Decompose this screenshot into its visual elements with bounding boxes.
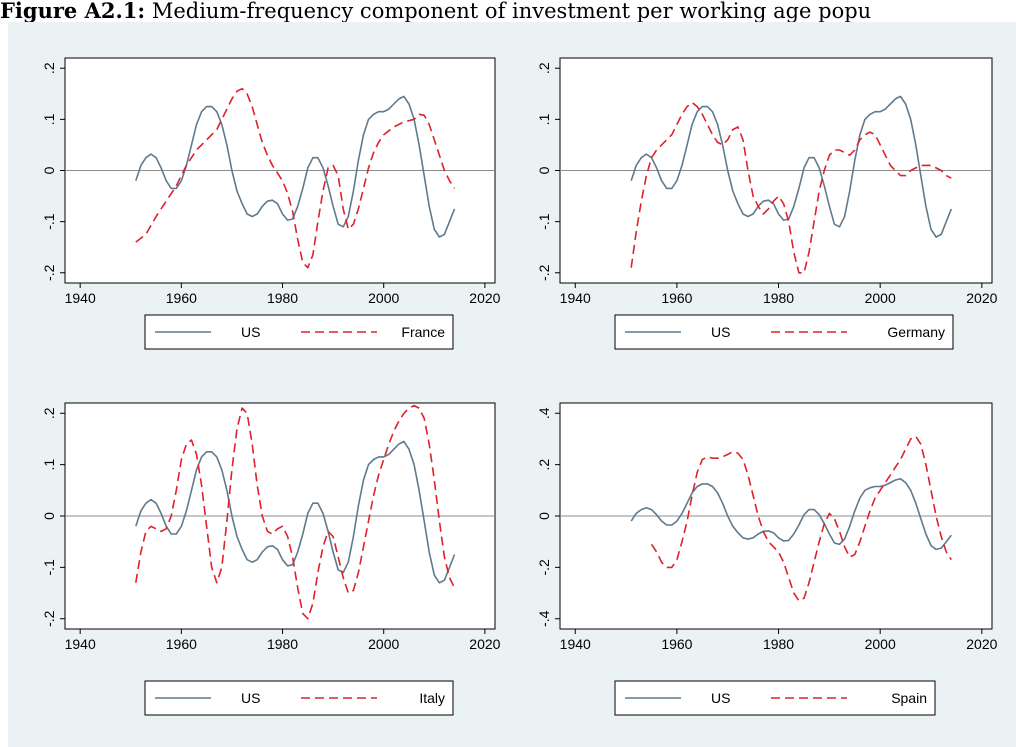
legend: US France xyxy=(144,314,454,350)
legend: US Italy xyxy=(144,680,454,716)
x-tick-label: 1940 xyxy=(65,290,96,306)
chart-2: -.2 -.1 0 .1 .2 1940 1960 1980 2000 2020 US Germany xyxy=(536,57,998,350)
y-tick-label: .4 xyxy=(536,407,552,419)
y-tick-label: -.1 xyxy=(536,213,552,230)
y-tick-label: -.2 xyxy=(536,264,552,281)
series-line-us xyxy=(630,95,953,238)
x-tick-label: 2020 xyxy=(469,290,500,306)
y-tick-label: .2 xyxy=(41,62,57,74)
y-tick-label: -.1 xyxy=(41,213,57,230)
legend-label-us: US xyxy=(241,690,260,706)
y-tick-label: .2 xyxy=(41,407,57,419)
x-tick-label: 1960 xyxy=(661,290,692,306)
y-tick-label: -.2 xyxy=(41,610,57,627)
x-tick-label: 1940 xyxy=(560,290,591,306)
figure-panel: -.2 -.1 0.1.2 1940 1960 1980 2000 2020 US France -… xyxy=(8,22,1016,747)
x-tick-label: 1980 xyxy=(267,636,298,652)
legend: US Spain xyxy=(614,680,936,716)
x-tick-label: 1960 xyxy=(661,636,692,652)
x-tick-label: 1980 xyxy=(267,290,298,306)
figure-caption: Figure A2.1: Medium-frequency component … xyxy=(0,0,1016,30)
series-line-us xyxy=(135,440,456,584)
legend-label-italy: Italy xyxy=(419,690,445,706)
x-tick-label: 2000 xyxy=(865,636,896,652)
x-tick-label: 1940 xyxy=(560,636,591,652)
series-line-spain xyxy=(650,435,952,602)
y-tick-label: 0 xyxy=(41,166,57,174)
chart-3: -.2 -.1 0 .1 .2 1940 1960 1980 2000 2020 US Italy xyxy=(41,402,501,716)
x-tick-label: 1980 xyxy=(763,636,794,652)
series-line-italy xyxy=(135,404,456,620)
y-tick-label: .2 xyxy=(536,62,552,74)
x-tick-label: 2020 xyxy=(966,290,997,306)
y-tick-label: 0 xyxy=(536,512,552,520)
y-tick-label: .1 xyxy=(41,113,57,125)
legend-label-us: US xyxy=(711,324,730,340)
x-tick-label: 2000 xyxy=(865,290,896,306)
y-tick-label: .1 xyxy=(536,113,552,125)
x-tick-label: 2020 xyxy=(469,636,500,652)
x-tick-label: 2020 xyxy=(966,636,997,652)
x-tick-label: 2000 xyxy=(368,290,399,306)
figure-caption-text: Medium-frequency component of investment… xyxy=(151,0,872,23)
legend-label-france: France xyxy=(401,324,445,340)
x-tick-label: 1980 xyxy=(763,290,794,306)
y-tick-label: -.1 xyxy=(41,559,57,576)
y-tick-label: -.2 xyxy=(536,559,552,576)
y-tick-label: .1 xyxy=(41,459,57,471)
chart-4: -.4 -.2 0 .2 .4 1940 1960 1980 2000 2020 US Spain xyxy=(536,402,998,716)
series-line-germany xyxy=(630,101,952,274)
series-line-us xyxy=(135,95,456,238)
y-tick-label: .2 xyxy=(536,459,552,471)
y-tick-label: 0 xyxy=(41,512,57,520)
y-tick-label: 0 xyxy=(536,166,552,174)
chart-1: -.2 -.1 0 .1 .2 1940 1960 1980 2000 2020 US France xyxy=(41,57,501,350)
legend-label-us: US xyxy=(711,690,730,706)
legend-label-germany: Germany xyxy=(887,324,945,340)
figure-caption-label: Figure A2.1: xyxy=(0,0,146,23)
x-tick-label: 1960 xyxy=(166,290,197,306)
x-tick-label: 1940 xyxy=(65,636,96,652)
series-line-us xyxy=(630,477,952,551)
legend-label-spain: Spain xyxy=(891,690,927,706)
x-tick-label: 2000 xyxy=(368,636,399,652)
series-line-france xyxy=(135,87,456,269)
x-tick-label: 1960 xyxy=(166,636,197,652)
y-tick-label: -.4 xyxy=(536,610,552,627)
legend-label-us: US xyxy=(241,324,260,340)
legend: US Germany xyxy=(614,314,954,350)
y-tick-label: -.2 xyxy=(41,264,57,281)
